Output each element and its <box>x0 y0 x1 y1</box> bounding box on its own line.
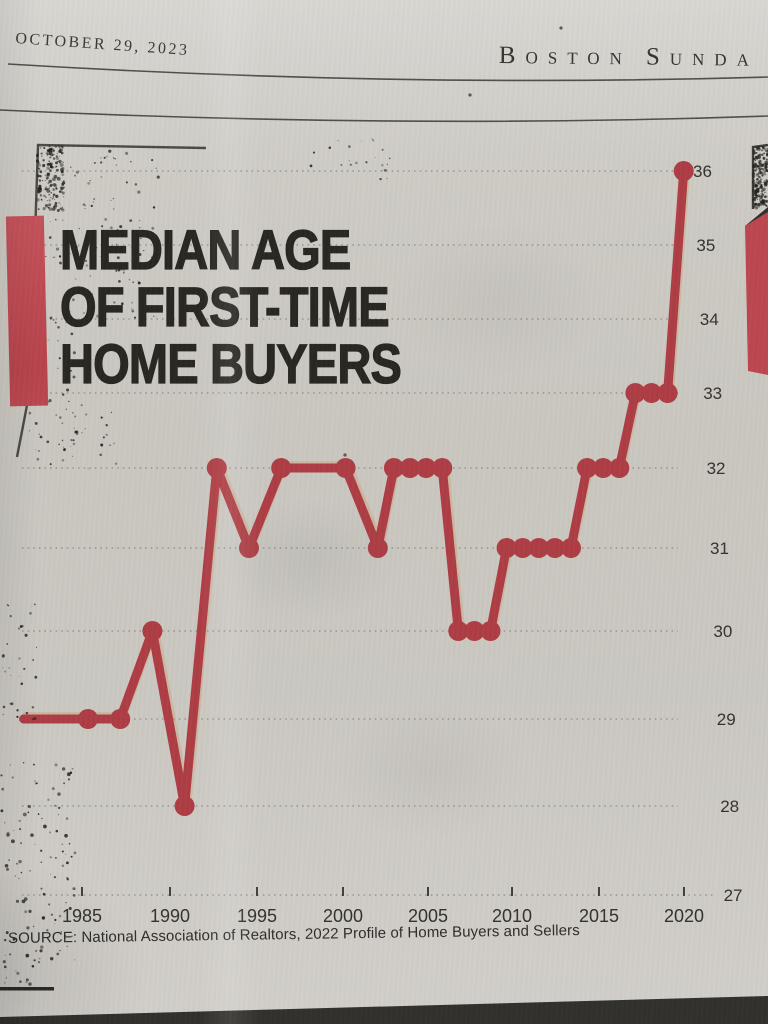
data-point <box>577 458 598 478</box>
y-axis-label: 28 <box>720 797 739 816</box>
data-point <box>480 621 501 641</box>
ink-speckles <box>0 138 768 986</box>
masthead: BOSTON SUNDA <box>499 42 759 73</box>
data-point <box>432 458 453 478</box>
data-point <box>448 621 469 641</box>
y-axis-label: 34 <box>700 310 719 329</box>
masthead-initial-s: S <box>645 43 670 71</box>
data-point <box>641 383 662 403</box>
chart-title: MEDIAN AGE OF FIRST-TIME HOME BUYERS <box>59 218 402 395</box>
data-point <box>174 796 195 816</box>
data-point <box>383 458 404 478</box>
paper-fleck <box>343 453 347 457</box>
data-point <box>78 709 98 729</box>
data-point <box>496 538 517 558</box>
x-axis-label: 2005 <box>408 906 448 926</box>
masthead-word-sunday: UNDA <box>669 49 760 70</box>
data-point <box>206 458 227 478</box>
paper-fleck <box>559 26 563 30</box>
data-point <box>528 538 549 558</box>
data-point <box>544 538 565 558</box>
y-axis-label: 33 <box>703 384 722 403</box>
data-point <box>367 538 388 558</box>
title-accent-bar <box>5 215 49 407</box>
masthead-initial-b: B <box>498 42 526 70</box>
data-point <box>271 458 292 478</box>
data-point <box>400 458 420 478</box>
x-axis-label: 1990 <box>150 906 190 926</box>
data-point <box>416 458 437 478</box>
data-point <box>142 621 163 641</box>
section-rule <box>0 109 768 123</box>
data-point <box>335 458 356 478</box>
y-axis-label: 36 <box>693 162 712 181</box>
x-axis-label: 2010 <box>492 906 532 926</box>
data-point <box>625 383 646 403</box>
x-axis-label: 2020 <box>664 906 704 926</box>
data-point <box>110 709 131 729</box>
x-axis-label: 1995 <box>237 906 277 926</box>
y-axis-label: 27 <box>724 886 743 905</box>
chart-title-line-3: HOME BUYERS <box>59 332 402 395</box>
data-point <box>657 383 678 403</box>
data-point <box>593 458 614 478</box>
bottom-left-rule <box>0 987 54 991</box>
x-axis-label: 1985 <box>62 906 102 926</box>
y-axis-label: 32 <box>707 459 726 478</box>
chart-title-line-1: MEDIAN AGE <box>59 218 351 281</box>
data-point <box>464 621 485 641</box>
data-point <box>561 538 581 558</box>
masthead-word-boston: OSTON <box>525 48 632 69</box>
data-point <box>239 538 259 558</box>
x-axis-label: 2015 <box>579 906 619 926</box>
x-axis-label: 2000 <box>323 906 363 926</box>
data-point <box>609 458 630 478</box>
chart-title-line-2: OF FIRST-TIME <box>59 275 390 338</box>
bottom-shadow-band <box>0 996 768 1024</box>
y-axis-label: 30 <box>713 622 732 641</box>
data-point <box>673 161 694 181</box>
y-axis-label: 29 <box>717 710 736 729</box>
paper-fleck <box>468 93 472 97</box>
y-axis-label: 31 <box>710 539 729 558</box>
right-decoration-red-block <box>745 212 768 375</box>
header-rule <box>7 63 768 82</box>
y-axis-label: 35 <box>696 236 715 255</box>
right-crop-mark <box>751 143 768 209</box>
data-point <box>512 538 533 558</box>
